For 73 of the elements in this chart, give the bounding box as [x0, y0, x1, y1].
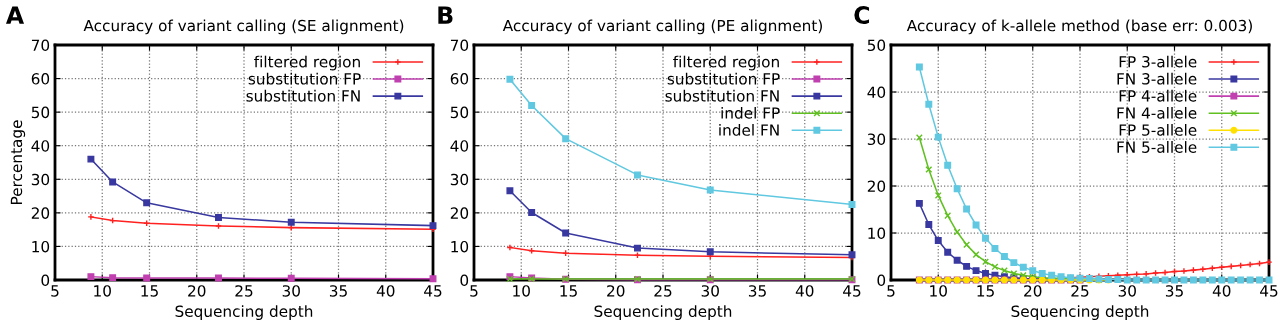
legend-label: indel FN: [719, 124, 779, 136]
y-tick-label: 0: [41, 274, 50, 287]
y-tick-label: 10: [32, 240, 50, 253]
y-tick-label: 30: [867, 133, 886, 146]
y-tick-label: 40: [867, 86, 886, 99]
legend-label: filtered region: [254, 55, 360, 71]
x-tick-label: 20: [1024, 285, 1042, 297]
chart-title: Accuracy of k-allele method (base err: 0.003): [906, 19, 1252, 35]
y-tick-label: 0: [877, 274, 886, 287]
x-tick-label: 40: [795, 285, 814, 297]
legend-label: filtered region: [673, 55, 779, 71]
legend-label: FN 3-allele: [1117, 72, 1197, 85]
x-tick-label: 30: [282, 285, 300, 297]
x-tick-label: 35: [329, 285, 347, 297]
x-tick-label: 25: [235, 285, 253, 297]
chart-title: Accuracy of variant calling (SE alignment): [83, 19, 404, 35]
x-tick-label: 40: [376, 285, 395, 297]
x-tick-label: 5: [51, 285, 59, 297]
y-tick-label: 30: [31, 173, 50, 186]
x-tick-label: 30: [701, 285, 719, 297]
y-tick-label: 50: [867, 39, 886, 52]
x-tick-label: 10: [94, 285, 111, 297]
x-tick-label: 35: [748, 285, 766, 297]
x-axis-title: Sequencing depth: [175, 305, 313, 320]
y-tick-label: 70: [450, 39, 469, 52]
x-tick-label: 45: [843, 285, 861, 297]
x-tick-label: 10: [930, 285, 947, 297]
text: C: [854, 6, 870, 24]
x-tick-label: 45: [424, 285, 442, 297]
legend-label: substitution FN: [246, 89, 360, 102]
legend-label: FN 4-allele: [1117, 106, 1197, 119]
y-tick-label: 50: [31, 106, 50, 119]
y-tick-label: 0: [460, 274, 469, 287]
x-axis-title: Sequencing depth: [1011, 305, 1149, 320]
x-tick-label: 15: [560, 285, 577, 297]
chart-title: Accuracy of variant calling (PE alignment): [502, 19, 822, 35]
y-tick-label: 50: [450, 106, 469, 119]
x-tick-label: 5: [887, 285, 895, 297]
legend-label: substitution FP: [248, 72, 361, 85]
y-tick-label: 20: [867, 180, 886, 193]
y-tick-label: 30: [450, 173, 469, 186]
legend-label: substitution FP: [667, 72, 780, 85]
y-tick-label: 20: [31, 207, 50, 219]
x-axis-title: Sequencing depth: [594, 305, 732, 320]
legend-label: FP 4-allele: [1119, 89, 1197, 102]
x-tick-label: 25: [1071, 285, 1089, 297]
legend-label: substitution FN: [665, 89, 779, 102]
y-tick-label: 70: [31, 39, 50, 52]
legend-label: indel FP: [721, 106, 780, 119]
y-tick-label: 10: [868, 227, 886, 240]
x-tick-label: 40: [1212, 285, 1231, 297]
y-tick-label: 60: [450, 73, 469, 85]
x-tick-label: 5: [470, 285, 478, 297]
legend-label: FN 5-allele: [1117, 141, 1197, 153]
y-tick-label: 40: [31, 140, 50, 152]
y-tick-label: 10: [451, 240, 469, 253]
x-tick-label: 45: [1260, 285, 1278, 297]
x-tick-label: 30: [1118, 285, 1136, 297]
x-tick-label: 15: [141, 285, 158, 297]
x-tick-label: 20: [607, 285, 625, 297]
x-tick-label: 20: [188, 285, 206, 297]
y-tick-label: 40: [450, 140, 469, 152]
text: B: [438, 6, 453, 24]
y-tick-label: 60: [31, 73, 50, 85]
legend-label: FP 5-allele: [1119, 124, 1197, 136]
y-tick-label: 20: [450, 207, 469, 219]
x-tick-label: 15: [977, 285, 994, 297]
x-tick-label: 35: [1165, 285, 1183, 297]
legend-label: FP 3-allele: [1119, 55, 1197, 68]
x-tick-label: 10: [513, 285, 530, 297]
y-axis-title: Percentage: [10, 120, 26, 204]
text: A: [5, 6, 25, 24]
x-tick-label: 25: [654, 285, 672, 297]
